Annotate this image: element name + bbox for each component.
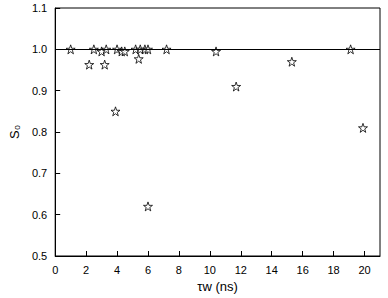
svg-text:0.7: 0.7 bbox=[32, 167, 47, 179]
svg-text:0.5: 0.5 bbox=[32, 250, 47, 262]
svg-text:6: 6 bbox=[145, 264, 151, 276]
svg-text:1.1: 1.1 bbox=[32, 2, 47, 14]
svg-text:0.6: 0.6 bbox=[32, 209, 47, 221]
svg-text:τw (ns): τw (ns) bbox=[197, 279, 238, 294]
svg-text:0.8: 0.8 bbox=[32, 126, 47, 138]
svg-text:0.9: 0.9 bbox=[32, 85, 47, 97]
svg-text:2: 2 bbox=[83, 264, 89, 276]
svg-text:16: 16 bbox=[297, 264, 309, 276]
svg-text:8: 8 bbox=[176, 264, 182, 276]
svg-text:18: 18 bbox=[327, 264, 339, 276]
svg-text:14: 14 bbox=[266, 264, 278, 276]
svg-text:10: 10 bbox=[204, 264, 216, 276]
svg-text:S₀: S₀ bbox=[7, 125, 22, 139]
svg-text:4: 4 bbox=[114, 264, 120, 276]
svg-text:1.0: 1.0 bbox=[32, 43, 47, 55]
svg-text:0: 0 bbox=[52, 264, 58, 276]
svg-text:12: 12 bbox=[235, 264, 247, 276]
svg-text:20: 20 bbox=[358, 264, 370, 276]
